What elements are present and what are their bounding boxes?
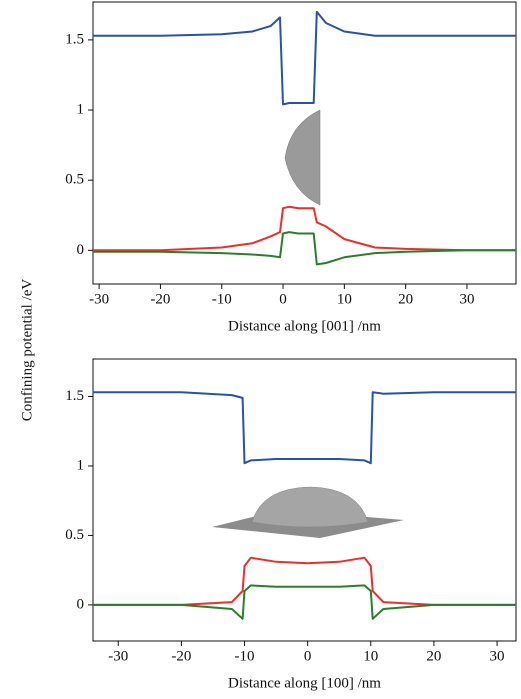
axes-frame (92, 1, 517, 285)
x-tick-label: 20 (426, 648, 441, 664)
x-tick-label: -30 (108, 648, 128, 664)
y-tick-label: 0.5 (65, 527, 84, 543)
series-line (93, 556, 516, 606)
y-tick-label: 1 (77, 101, 85, 117)
series-line (93, 391, 516, 465)
x-tick-label: -30 (89, 291, 109, 307)
series-line (93, 10, 516, 106)
y-axis-label: Confining potential /eV (19, 279, 35, 422)
y-tick-label: 0.5 (65, 172, 84, 188)
x-tick-label: -10 (235, 648, 255, 664)
y-tick-label: 0 (77, 596, 85, 612)
x-tick-label: 30 (490, 648, 505, 664)
y-tick-label: 1.5 (65, 388, 84, 404)
x-tick-label: 0 (279, 291, 287, 307)
y-tick-label: 1 (77, 457, 85, 473)
axes-frame (92, 358, 517, 642)
x-tick-label: 0 (304, 648, 312, 664)
dot-image-top (251, 486, 369, 528)
x-tick-label: 10 (337, 291, 352, 307)
x-tick-label: 20 (398, 291, 413, 307)
x-tick-label: -10 (212, 291, 232, 307)
x-tick-label: 10 (363, 648, 378, 664)
x-axis-label: Distance along [001] /nm (228, 318, 381, 334)
series-line (93, 231, 516, 266)
x-tick-label: 30 (459, 291, 474, 307)
y-tick-label: 0 (77, 242, 85, 258)
x-axis-label: Distance along [100] /nm (228, 675, 381, 691)
x-tick-label: -20 (150, 291, 170, 307)
series-line (93, 205, 516, 252)
x-tick-label: -20 (171, 648, 191, 664)
dot-image-side (284, 109, 321, 206)
series-line (93, 584, 516, 620)
y-tick-label: 1.5 (65, 31, 84, 47)
